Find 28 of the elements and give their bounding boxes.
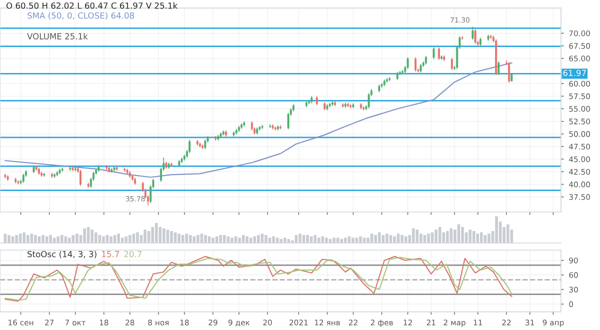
candlestick [204, 139, 206, 150]
chart-title: O 60.50 H 62.02 L 60.47 C 61.97 V 25.1k [6, 2, 178, 9]
candlestick [472, 26, 474, 40]
candlestick [498, 61, 500, 76]
candlestick [406, 56, 409, 70]
chart-title: VOLUME 25.1k [27, 33, 88, 40]
chart-title: StoOsc (14, 3, 3) [28, 250, 96, 258]
series-label: 15.7 [102, 251, 119, 258]
candlestick [188, 140, 191, 154]
candlestick [508, 62, 510, 83]
candlestick [22, 173, 24, 184]
ref-line-label: 61.97 [563, 70, 586, 76]
candlestick [250, 120, 253, 131]
candlestick [490, 34, 492, 40]
line-series [4, 62, 512, 178]
candlestick [362, 106, 365, 111]
candlestick [316, 96, 318, 106]
candlestick [414, 56, 417, 72]
candlestick [287, 112, 290, 130]
candlestick [350, 104, 352, 109]
candlestick [438, 46, 440, 60]
text: SMA (50, 0, CLOSE) 64.08 [28, 12, 134, 20]
candlestick [474, 28, 476, 44]
candlestick [450, 57, 453, 70]
series-label: 20.7 [124, 250, 142, 258]
candlestick [80, 169, 82, 186]
candlestick [432, 46, 435, 60]
candlestick [368, 92, 370, 109]
